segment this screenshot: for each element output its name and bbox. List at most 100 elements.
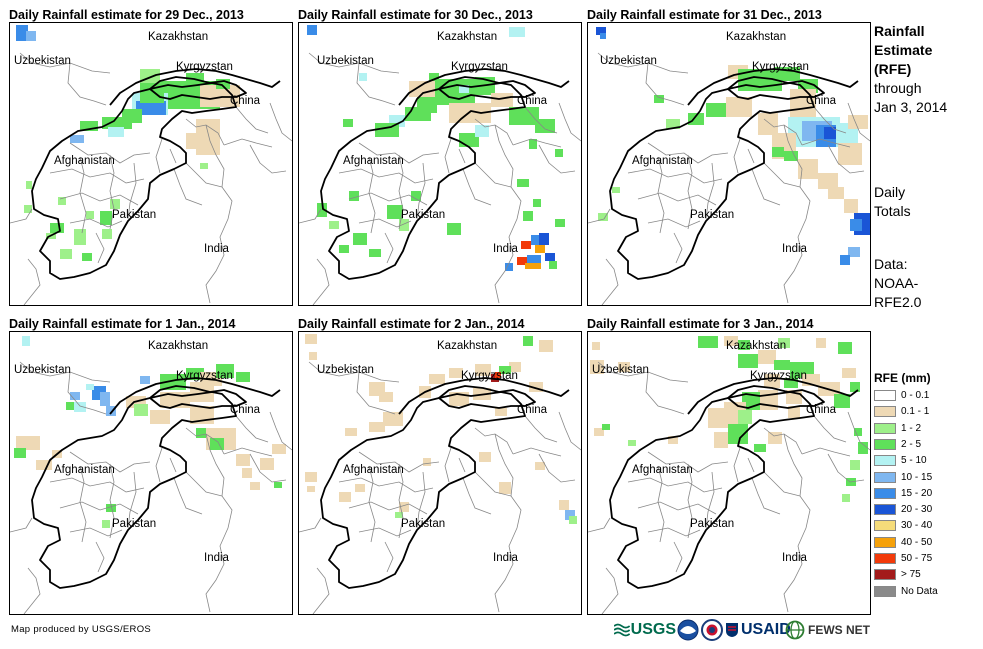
rainfall-patch — [728, 424, 748, 444]
rainfall-patch — [768, 432, 782, 444]
country-boundary — [687, 68, 859, 106]
side-data-2: NOAA- — [874, 275, 919, 291]
rainfall-patch — [200, 163, 208, 169]
legend-label: 5 - 10 — [901, 455, 927, 467]
rainfall-patch — [429, 374, 445, 384]
admin-boundary — [235, 415, 269, 443]
admin-boundary — [368, 465, 376, 543]
legend-label: > 75 — [901, 569, 921, 581]
admin-boundary — [205, 433, 225, 497]
map-graphic — [588, 336, 870, 614]
admin-boundary — [169, 148, 177, 164]
map-label-china: China — [230, 95, 261, 107]
rainfall-patch — [136, 101, 166, 115]
map-label-kazakhstan: Kazakhstan — [437, 31, 498, 43]
rainfall-patch — [411, 191, 421, 201]
country-boundary — [320, 82, 526, 280]
rainfall-patch — [86, 384, 94, 390]
rainfall-patch — [74, 402, 86, 412]
rainfall-patch — [816, 338, 826, 348]
rainfall-patch — [549, 261, 557, 269]
map-panel-6: Kazakhstan Uzbekistan Kyrgyzstan China Afgha… — [587, 331, 871, 615]
admin-boundary — [783, 495, 811, 613]
panel-title-5: Daily Rainfall estimate for 2 Jan., 2014 — [298, 317, 525, 331]
admin-boundary — [827, 144, 865, 174]
rainfall-patch — [70, 392, 80, 400]
rainfall-patch — [706, 103, 726, 117]
rainfall-patch — [491, 93, 513, 107]
rainfall-patch — [666, 119, 680, 129]
side-through-1: through — [874, 80, 922, 96]
admin-boundary — [494, 433, 514, 497]
rainfall-patch — [602, 424, 610, 430]
rainfall-patch — [545, 253, 555, 261]
admin-boundary — [645, 371, 685, 415]
legend-swatch — [874, 536, 896, 548]
map-label-pakistan: Pakistan — [401, 209, 446, 221]
map-label-kyrgyzstan: Kyrgyzstan — [451, 61, 508, 73]
admin-boundary — [813, 415, 847, 443]
rainfall-patch — [379, 392, 393, 402]
rainfall-patch — [818, 173, 838, 189]
map-label-china: China — [806, 95, 837, 107]
rainfall-patch — [409, 81, 439, 97]
rainfall-patch — [598, 213, 608, 221]
rainfall-patch — [429, 73, 439, 81]
legend-swatch — [874, 504, 896, 516]
rainfall-patch — [842, 368, 856, 378]
legend-swatch — [874, 422, 896, 434]
rainfall-patch — [539, 340, 553, 352]
rainfall-patch — [798, 159, 818, 179]
admin-boundary — [494, 495, 522, 613]
rainfall-patch — [26, 181, 32, 189]
admin-boundary — [356, 62, 396, 106]
legend-label: 20 - 30 — [901, 504, 933, 516]
rainfall-patch — [854, 428, 862, 436]
admin-boundary — [647, 451, 729, 473]
rainfall-patch — [788, 406, 800, 418]
admin-boundary — [19, 52, 111, 74]
rainfall-patch — [784, 378, 798, 388]
rainfall-patch — [339, 492, 351, 502]
country-boundary — [149, 76, 247, 100]
admin-boundary — [847, 102, 870, 142]
panel-title-2: Daily Rainfall estimate for 30 Dec., 201… — [298, 8, 533, 22]
admin-boundary — [185, 471, 223, 497]
admin-boundary — [751, 477, 781, 515]
admin-boundary — [155, 447, 163, 483]
admin-boundary — [673, 541, 683, 573]
rainfall-patch — [529, 139, 537, 149]
admin-boundary — [398, 154, 404, 230]
rainfall-patch — [186, 368, 204, 380]
rainfall-patch — [236, 372, 250, 382]
country-boundary — [609, 391, 815, 589]
side-title: Rainfall Estimate (RFE) through Jan 3, 2… — [874, 22, 947, 117]
rainfall-patch — [850, 460, 860, 470]
admin-boundary — [458, 457, 466, 473]
legend-swatch — [874, 471, 896, 483]
map-label-china: China — [517, 95, 548, 107]
country-boundary — [609, 82, 815, 280]
rainfall-patch — [535, 119, 555, 133]
rainfall-patch — [110, 199, 120, 209]
map-label-uzbekistan: Uzbekistan — [14, 55, 71, 67]
map-label-india: India — [204, 243, 229, 255]
rainfall-patch — [495, 372, 501, 378]
admin-boundary — [109, 463, 115, 539]
rainfall-patch — [724, 336, 738, 346]
noaa-logo — [677, 618, 699, 642]
admin-boundary — [299, 517, 322, 533]
admin-boundary — [687, 463, 693, 539]
rainfall-patch — [100, 211, 112, 225]
admin-boundary — [847, 411, 870, 451]
rainfall-patch — [369, 249, 381, 257]
legend-swatch — [874, 569, 896, 581]
rainfall-patch — [305, 472, 317, 482]
admin-boundary — [474, 427, 514, 455]
rainfall-patch — [509, 107, 539, 125]
dhs-seal-logo — [701, 618, 723, 642]
admin-boundary — [348, 501, 428, 515]
rainfall-patch — [102, 117, 132, 129]
rainfall-patch — [140, 376, 150, 384]
rainfall-patch — [447, 223, 461, 235]
